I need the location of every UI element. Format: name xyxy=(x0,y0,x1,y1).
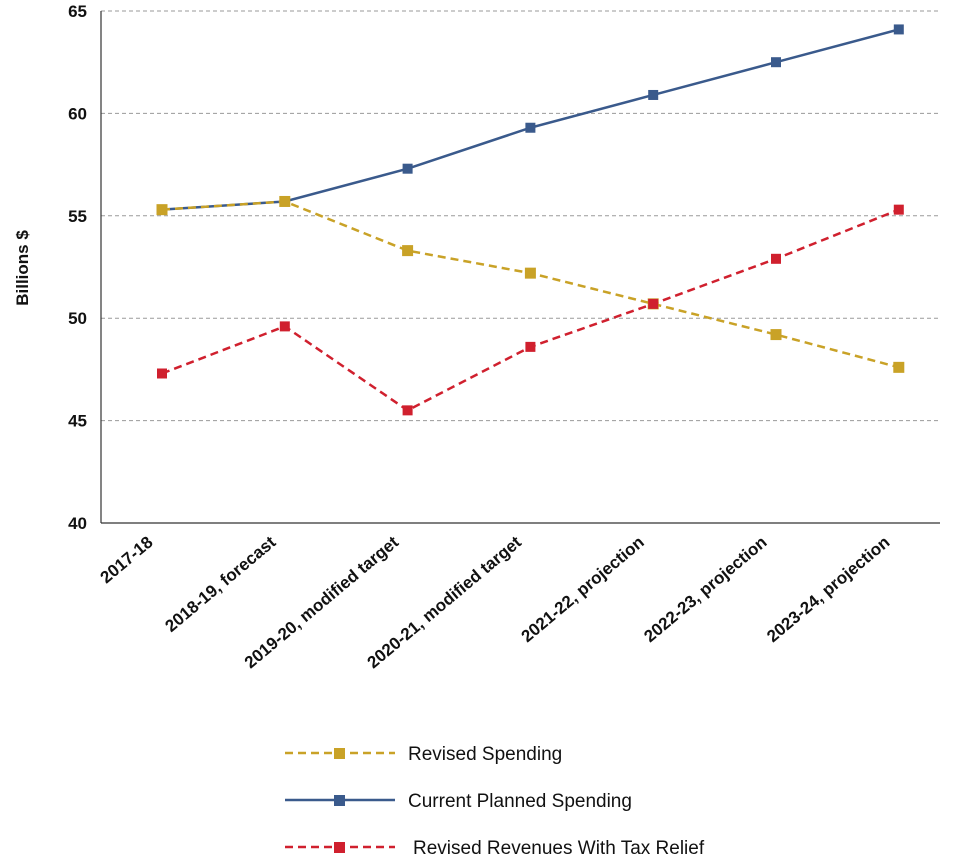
data-point xyxy=(771,253,781,264)
data-point xyxy=(771,57,781,68)
series-line xyxy=(161,208,900,412)
data-point xyxy=(279,321,290,332)
legend-item: Current Planned Spending xyxy=(285,791,632,812)
legend-label: Revised Revenues With Tax Relief xyxy=(413,838,705,856)
data-point xyxy=(893,204,904,215)
series-line xyxy=(161,28,900,211)
y-tick-label: 40 xyxy=(68,514,87,533)
data-point xyxy=(525,341,536,352)
legend-label: Revised Spending xyxy=(408,744,562,765)
legend-marker xyxy=(334,795,345,806)
legend-item: Revised Revenues With Tax Relief xyxy=(285,838,705,856)
legend-marker xyxy=(334,842,345,853)
data-point xyxy=(402,245,414,257)
data-point xyxy=(770,329,782,341)
x-tick-label: 2021-22, projection xyxy=(518,533,648,647)
legend-item: Revised Spending xyxy=(285,744,562,765)
data-point xyxy=(402,405,413,416)
data-point xyxy=(157,368,167,379)
x-tick-label: 2017-18 xyxy=(97,533,157,588)
data-point xyxy=(893,24,904,35)
y-tick-label: 45 xyxy=(68,412,87,431)
y-tick-labels: 40 45 50 55 60 65 xyxy=(68,2,87,533)
axes xyxy=(100,11,940,524)
series-2 xyxy=(157,204,904,416)
data-point xyxy=(402,163,413,174)
x-tick-label: 2018-19, forecast xyxy=(161,532,279,635)
y-tick-label: 50 xyxy=(68,309,87,328)
x-tick-label: 2023-24, projection xyxy=(763,533,893,647)
legend-label: Current Planned Spending xyxy=(408,791,632,812)
data-point xyxy=(648,298,659,309)
data-point xyxy=(156,204,168,216)
data-point xyxy=(279,195,291,207)
data-point xyxy=(648,89,659,100)
legend-marker xyxy=(334,748,345,759)
x-tick-label: 2022-23, projection xyxy=(640,533,770,647)
series-1 xyxy=(157,24,904,215)
legend: Revised Spending Current Planned Spending… xyxy=(285,744,705,856)
series-group xyxy=(156,24,905,416)
data-point xyxy=(524,267,536,279)
gridlines xyxy=(101,10,940,422)
y-axis-label: Billions $ xyxy=(13,230,32,306)
data-point xyxy=(893,361,905,373)
data-point xyxy=(525,122,536,133)
y-tick-label: 60 xyxy=(68,104,87,123)
y-tick-label: 55 xyxy=(68,207,87,226)
y-tick-label: 65 xyxy=(68,2,87,21)
